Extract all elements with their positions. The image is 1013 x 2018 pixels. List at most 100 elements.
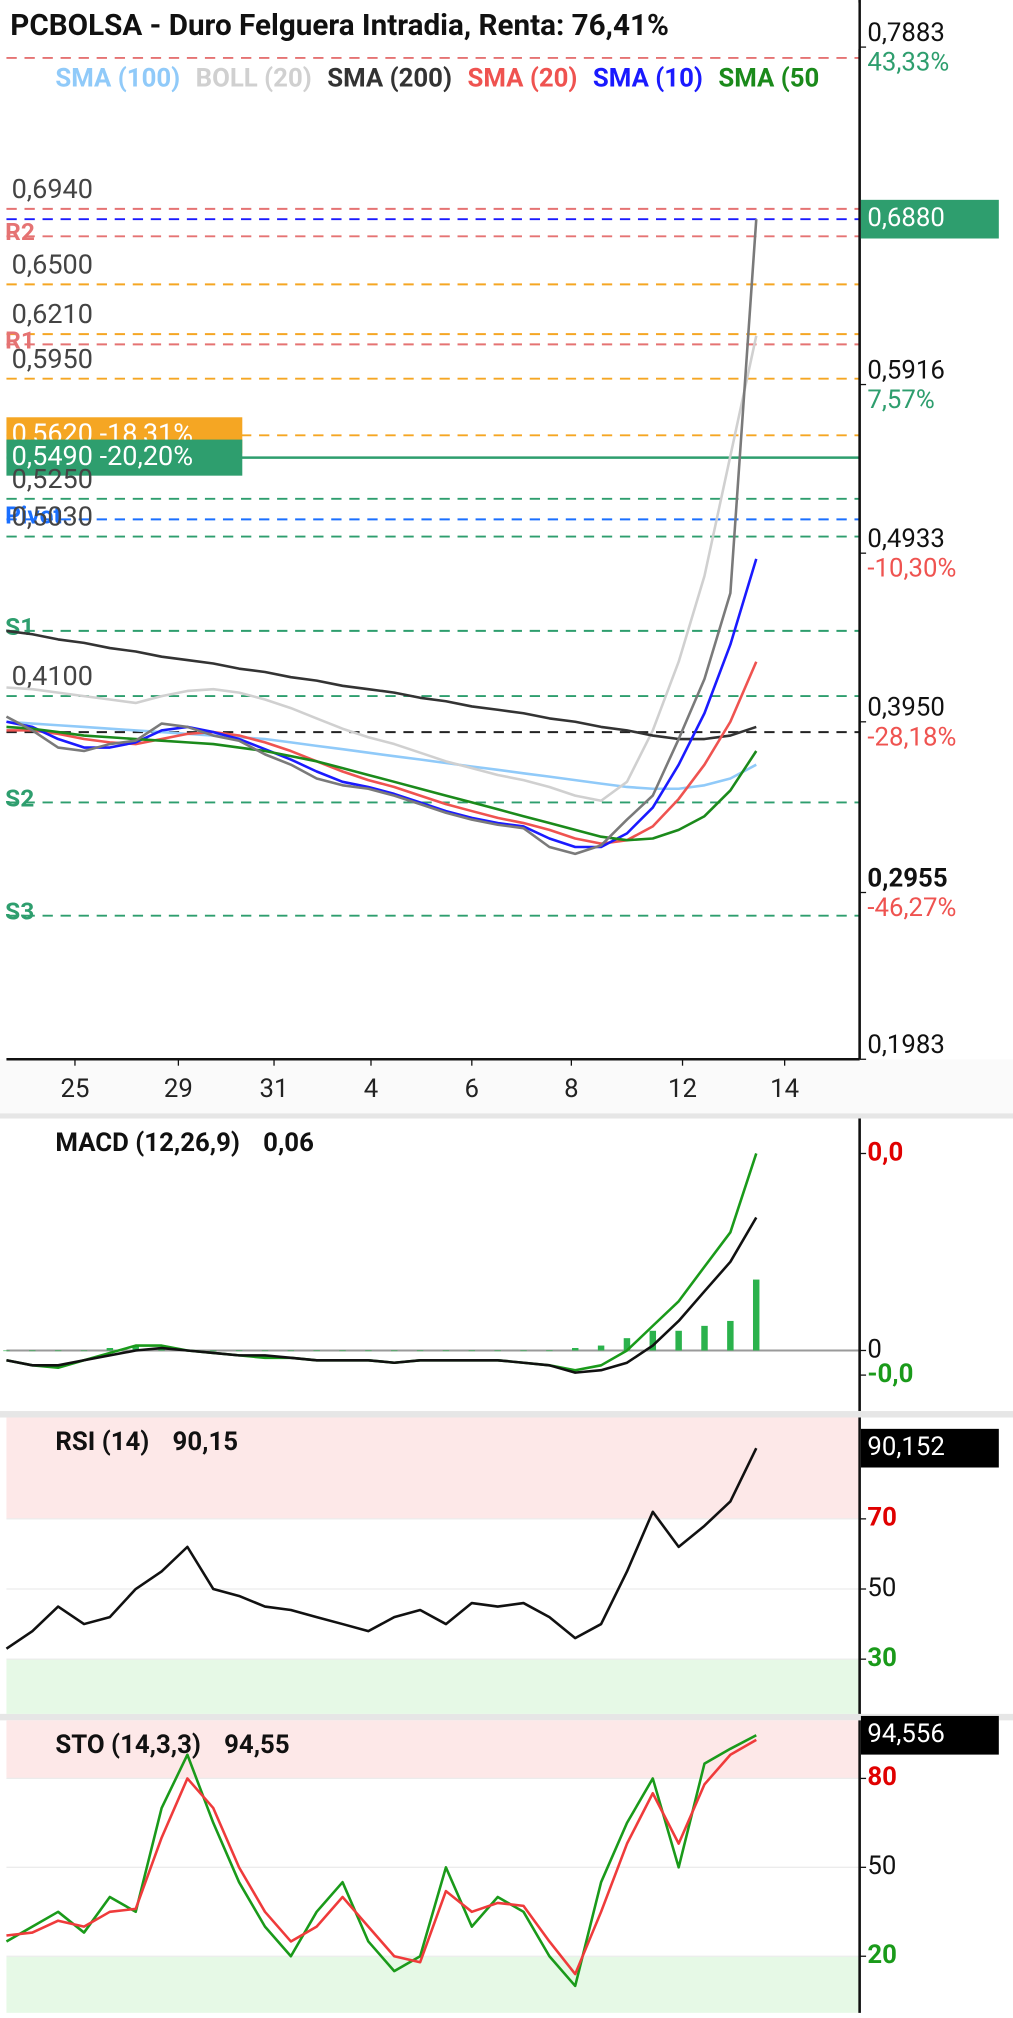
- histogram-bar: [727, 1320, 734, 1351]
- y-tick-label: 70: [867, 1503, 897, 1533]
- level-label: Pivot: [5, 500, 62, 529]
- histogram-bar: [649, 1330, 657, 1351]
- chart-title: PCBOLSA - Duro Felguera Intradia, Renta:…: [10, 9, 669, 43]
- histogram-bar: [520, 1350, 527, 1352]
- legend-entry: SMA (100): [55, 64, 180, 94]
- series-line: [6, 1216, 758, 1374]
- x-tick-label: 4: [364, 1074, 378, 1104]
- histogram-bar: [442, 1350, 450, 1352]
- zone: [6, 1417, 860, 1519]
- series-line: [6, 720, 757, 791]
- y-tick-label: -0,0: [867, 1359, 913, 1389]
- panel-value: 0,06: [263, 1128, 314, 1158]
- zone: [6, 1659, 860, 1714]
- x-tick-label: 6: [465, 1074, 479, 1104]
- histogram-bar: [597, 1345, 605, 1351]
- legend-entry: SMA (200): [327, 64, 452, 94]
- y-tick-label: 0,3950: [867, 693, 944, 723]
- y-tick-label: 0,2955: [867, 863, 947, 893]
- level-label: R2: [5, 217, 35, 246]
- histogram-bar: [80, 1350, 88, 1352]
- histogram-bar: [365, 1350, 372, 1352]
- series-line: [6, 335, 758, 803]
- panel-title: STO (14,3,3): [55, 1730, 201, 1760]
- histogram-bar: [132, 1345, 139, 1351]
- histogram-bar: [546, 1350, 553, 1352]
- series-line: [6, 725, 758, 842]
- histogram-bar: [416, 1350, 424, 1352]
- y-tick-note: 7,57%: [867, 385, 934, 415]
- price-tag-label: 0,6880: [867, 203, 944, 233]
- price-tag: [860, 1715, 999, 1755]
- histogram-bar: [468, 1350, 476, 1352]
- y-tick-label: 50: [867, 1851, 896, 1881]
- histogram-bar: [391, 1350, 398, 1352]
- histogram-bar: [210, 1350, 217, 1352]
- histogram-bar: [29, 1350, 36, 1352]
- panel-value: 90,15: [173, 1427, 238, 1457]
- legend-entry: SMA (20): [467, 64, 577, 94]
- title-bg: [0, 2, 859, 49]
- y-tick-label: 0,0: [867, 1137, 903, 1167]
- price-tag-label: 94,556: [867, 1719, 944, 1749]
- level-box: [6, 439, 243, 476]
- x-axis-strip: [0, 1059, 1013, 1116]
- level-label: 0,6210: [12, 298, 93, 330]
- y-tick-label: 0,1983: [867, 1030, 944, 1060]
- series-line: [6, 558, 758, 849]
- y-tick-label: 0,5916: [867, 355, 944, 385]
- panel-value: 94,55: [224, 1730, 289, 1760]
- price-line: [5, 219, 758, 856]
- level-label: R1: [5, 325, 35, 354]
- price-tag: [860, 1428, 999, 1468]
- histogram-bar: [752, 1279, 760, 1351]
- y-tick-label: 0,4933: [867, 524, 944, 554]
- legend-entry: SMA (10): [593, 64, 703, 94]
- x-tick-label: 8: [564, 1074, 578, 1104]
- price-tag-label: 90,152: [867, 1432, 944, 1462]
- separator: [0, 1113, 1013, 1119]
- y-tick-label: 30: [867, 1643, 897, 1673]
- level-label: 0,6940: [12, 173, 93, 205]
- zone: [6, 1956, 860, 2013]
- histogram-bar: [313, 1350, 320, 1352]
- price-tag: [860, 199, 999, 239]
- y-tick-label: 0: [867, 1334, 881, 1364]
- series-line: [6, 629, 757, 741]
- level-label: S2: [5, 783, 34, 812]
- legend-entry: BOLL (20): [196, 64, 312, 94]
- separator: [0, 1713, 1013, 1721]
- x-tick-label: 31: [260, 1074, 289, 1104]
- histogram-bar: [339, 1350, 346, 1352]
- level-label: S1: [5, 612, 34, 641]
- histogram-bar: [623, 1338, 631, 1351]
- x-tick-label: 29: [164, 1074, 193, 1104]
- level-label: 0,6500: [12, 248, 93, 280]
- y-tick-label: 20: [867, 1940, 897, 1970]
- legend-entry: SMA (50: [718, 64, 819, 94]
- level-label: 0,5950: [12, 343, 93, 375]
- x-tick-label: 12: [668, 1074, 697, 1104]
- histogram-bar: [572, 1348, 579, 1351]
- y-tick-label: 50: [867, 1573, 896, 1603]
- level-label: S3: [5, 897, 34, 926]
- y-tick-label: 80: [867, 1762, 897, 1792]
- y-tick-label: 0,7883: [867, 18, 944, 48]
- series-line: [5, 1447, 758, 1650]
- level-label: 0,5030: [12, 501, 93, 533]
- histogram-bar: [701, 1325, 708, 1351]
- y-tick-note: -10,30%: [867, 554, 956, 584]
- histogram-bar: [106, 1348, 114, 1351]
- level-label: 0,5250: [12, 463, 93, 495]
- separator: [0, 1411, 1013, 1418]
- level-label: 0,4100: [12, 660, 93, 692]
- histogram-bar: [3, 1350, 10, 1352]
- histogram-bar: [675, 1330, 682, 1351]
- histogram-bar: [287, 1350, 295, 1352]
- histogram-bar: [54, 1350, 62, 1352]
- y-tick-note: 43,33%: [867, 48, 949, 78]
- histogram-bar: [261, 1350, 269, 1352]
- x-tick-label: 14: [770, 1074, 799, 1104]
- level-label: 0,5490 -20,20%: [12, 440, 193, 472]
